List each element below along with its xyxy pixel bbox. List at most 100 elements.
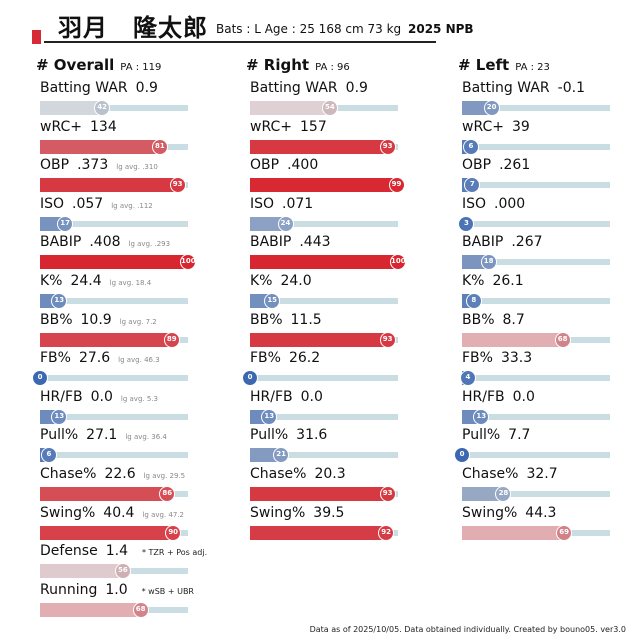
percentile-marker: 99 — [388, 177, 405, 194]
stat-name: Batting WAR — [40, 80, 128, 96]
percentile-marker: 6 — [462, 138, 479, 155]
player-info: Bats : L Age : 25 168 cm 73 kg — [216, 22, 402, 36]
stat-row: OBP .373 lg avg. .310 93 — [40, 157, 210, 195]
stat-name: BB% — [40, 311, 73, 328]
stat-row: Running 1.0 * wSB + UBR 68 — [40, 582, 210, 620]
stat-value: .267 — [511, 234, 543, 251]
percentile-marker: 3 — [458, 215, 475, 232]
percentile-bar — [250, 332, 388, 347]
split-heading: # Right PA : 96 — [246, 56, 416, 74]
percentile-track — [462, 143, 610, 150]
stat-label: ISO .071 — [250, 196, 313, 212]
stat-row: Batting WAR 0.9 54 — [250, 80, 420, 118]
stat-value: 26.1 — [492, 273, 524, 289]
stat-label: Chase% 22.6 lg avg. 29.5 — [40, 466, 185, 482]
stat-name: Pull% — [40, 427, 79, 444]
percentile-bar — [40, 332, 172, 347]
stat-row: ISO .000 3 — [458, 196, 632, 234]
stat-label: BABIP .267 — [462, 234, 543, 250]
stat-value: 32.7 — [526, 466, 558, 482]
split-heading: # Left PA : 23 — [458, 56, 628, 74]
percentile-track — [250, 298, 398, 304]
split-pa: PA : 23 — [515, 62, 550, 73]
stat-row: K% 24.0 15 — [250, 273, 420, 311]
stat-value: 27.6 — [78, 350, 111, 367]
stat-name: BABIP — [462, 234, 504, 251]
stat-label: FB% 26.2 — [250, 350, 320, 366]
stat-value: 134 — [90, 118, 117, 135]
stat-name: FB% — [250, 350, 281, 367]
percentile-marker: 68 — [132, 601, 149, 618]
stat-label: HR/FB 0.0 — [250, 389, 323, 405]
percentile-marker: 92 — [378, 524, 395, 541]
stat-name: ISO — [40, 195, 65, 212]
stat-row: K% 26.1 8 — [462, 273, 632, 311]
stat-row: HR/FB 0.0 13 — [250, 389, 420, 427]
stat-name: K% — [250, 273, 273, 289]
percentile-marker: 93 — [379, 138, 396, 155]
stat-name: Swing% — [250, 504, 306, 521]
stat-name: OBP — [40, 157, 70, 174]
percentile-track — [40, 413, 188, 420]
stat-label: Swing% 40.4 lg avg. 47.2 — [40, 505, 184, 521]
stat-value: 27.1 — [86, 427, 118, 444]
stat-row: Pull% 27.1 lg avg. 36.4 6 — [40, 427, 210, 465]
stat-label: BABIP .408 lg avg. .293 — [40, 234, 170, 250]
stat-row: Batting WAR -0.1 20 — [462, 80, 632, 118]
percentile-bar — [40, 255, 188, 270]
stat-row: HR/FB 0.0 lg avg. 5.3 13 — [40, 389, 210, 427]
league-average: lg avg. 18.4 — [109, 279, 152, 287]
stat-row: BABIP .443 100 — [250, 234, 420, 272]
stat-name: HR/FB — [462, 388, 505, 405]
league-average: lg avg. 36.4 — [125, 433, 167, 442]
league-average: lg avg. 46.3 — [118, 356, 160, 365]
percentile-marker: 15 — [264, 293, 281, 309]
percentile-marker: 100 — [180, 254, 196, 271]
percentile-track — [40, 452, 188, 459]
percentile-marker: 69 — [556, 524, 573, 541]
percentile-track — [40, 220, 188, 227]
stat-value: 44.3 — [525, 504, 557, 521]
stat-label: wRC+ 39 — [462, 119, 530, 135]
split-pa: PA : 96 — [315, 62, 350, 73]
percentile-track — [462, 298, 610, 304]
percentile-track — [462, 375, 610, 382]
percentile-bar — [250, 101, 330, 115]
percentile-marker: 81 — [151, 138, 168, 155]
percentile-bar — [40, 602, 141, 617]
stat-value: .261 — [499, 157, 531, 174]
percentile-track — [462, 413, 610, 420]
stat-note: * wSB + UBR — [141, 586, 194, 596]
percentile-marker: 28 — [495, 486, 512, 502]
stat-label: Batting WAR -0.1 — [462, 80, 585, 96]
percentile-marker: 93 — [169, 177, 186, 194]
percentile-bar — [250, 525, 387, 540]
split-column: # Right PA : 96 Batting WAR 0.9 54 wRC+ 157 93 O… — [242, 56, 416, 616]
percentile-marker: 90 — [165, 524, 182, 541]
stat-label: FB% 27.6 lg avg. 46.3 — [40, 350, 160, 366]
percentile-marker: 24 — [277, 215, 294, 232]
stat-value: .400 — [287, 157, 319, 174]
stat-name: FB% — [40, 350, 71, 367]
stat-label: BB% 8.7 — [462, 312, 525, 328]
stat-label: ISO .057 lg avg. .112 — [40, 196, 153, 212]
percentile-bar — [40, 564, 123, 579]
percentile-bar — [462, 332, 563, 347]
league-average: lg avg. 5.3 — [120, 394, 158, 403]
percentile-track — [462, 105, 610, 111]
stat-value: 26.2 — [288, 350, 321, 367]
stat-label: K% 24.4 lg avg. 18.4 — [40, 273, 151, 289]
percentile-marker: 13 — [473, 408, 490, 425]
stat-value: 1.4 — [105, 543, 128, 560]
split-name: # Left — [458, 56, 510, 74]
league-average: lg avg. .310 — [116, 163, 158, 172]
stat-row: ISO .057 lg avg. .112 17 — [40, 196, 210, 234]
stat-value: 0.0 — [300, 388, 323, 405]
stat-row: ISO .071 24 — [250, 196, 420, 234]
percentile-bar — [462, 487, 504, 501]
percentile-marker: 93 — [379, 331, 396, 348]
stat-row: BB% 10.9 lg avg. 7.2 89 — [40, 312, 210, 350]
stat-name: Batting WAR — [462, 80, 550, 96]
player-name: 羽月 隆太郎 — [58, 14, 208, 42]
split-pa: PA : 119 — [120, 62, 162, 73]
